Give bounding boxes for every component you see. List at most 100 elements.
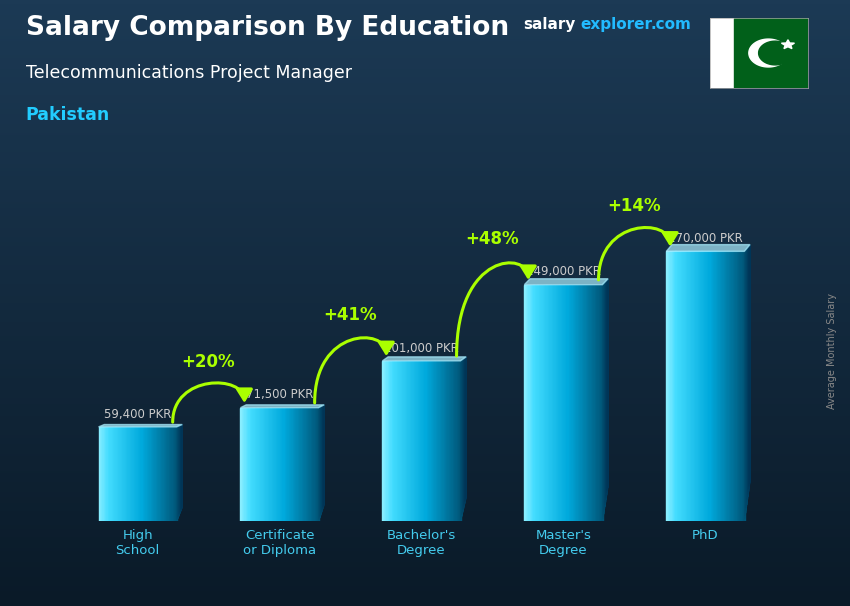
Bar — [173, 427, 174, 521]
Bar — [278, 408, 280, 521]
Text: +20%: +20% — [182, 353, 235, 371]
Bar — [172, 427, 173, 521]
Polygon shape — [749, 39, 788, 67]
Bar — [105, 427, 106, 521]
Bar — [687, 251, 689, 521]
Bar — [733, 251, 734, 521]
Bar — [161, 427, 162, 521]
Bar — [530, 285, 531, 521]
Bar — [432, 361, 434, 521]
Bar — [241, 408, 243, 521]
Bar — [679, 251, 681, 521]
Bar — [400, 361, 402, 521]
Bar — [578, 285, 579, 521]
Bar — [566, 285, 568, 521]
Bar — [684, 251, 686, 521]
Bar — [245, 408, 246, 521]
Bar — [109, 427, 110, 521]
Bar — [552, 285, 553, 521]
Bar — [114, 427, 116, 521]
Bar — [682, 251, 683, 521]
Bar — [411, 361, 412, 521]
Bar — [113, 427, 114, 521]
Bar — [402, 361, 404, 521]
Bar — [567, 285, 569, 521]
Bar — [397, 361, 398, 521]
Bar — [564, 285, 566, 521]
Bar — [248, 408, 250, 521]
Bar — [264, 408, 265, 521]
Bar — [721, 251, 722, 521]
Bar — [547, 285, 549, 521]
Bar — [169, 427, 170, 521]
Bar — [698, 251, 699, 521]
Bar — [382, 361, 384, 521]
Bar — [734, 18, 808, 88]
Bar — [688, 251, 690, 521]
Bar — [459, 361, 461, 521]
Bar — [556, 285, 557, 521]
Bar — [258, 408, 259, 521]
Polygon shape — [241, 405, 324, 408]
Bar — [742, 251, 743, 521]
Bar — [703, 251, 704, 521]
Bar — [128, 427, 130, 521]
Bar — [704, 251, 706, 521]
Bar — [549, 285, 551, 521]
Bar — [677, 251, 678, 521]
Bar — [570, 285, 571, 521]
Bar — [713, 251, 715, 521]
Bar — [243, 408, 245, 521]
Bar — [247, 408, 248, 521]
Bar — [734, 251, 735, 521]
Text: +41%: +41% — [324, 306, 377, 324]
Polygon shape — [781, 40, 795, 48]
Bar — [295, 408, 297, 521]
Bar — [559, 285, 561, 521]
Bar — [424, 361, 426, 521]
Bar — [589, 285, 591, 521]
Bar — [456, 361, 458, 521]
Bar — [726, 251, 728, 521]
Bar — [241, 408, 242, 521]
Bar — [545, 285, 547, 521]
Bar — [130, 427, 131, 521]
Bar — [119, 427, 121, 521]
Text: salary: salary — [523, 17, 575, 32]
Bar — [139, 427, 140, 521]
Bar — [583, 285, 584, 521]
Bar — [385, 361, 387, 521]
Bar — [123, 427, 125, 521]
Bar — [304, 408, 306, 521]
Bar — [121, 427, 122, 521]
Bar — [576, 285, 578, 521]
Polygon shape — [524, 279, 608, 285]
Bar — [681, 251, 682, 521]
Bar — [108, 427, 109, 521]
Bar — [669, 251, 671, 521]
Bar — [409, 361, 410, 521]
Bar — [708, 251, 710, 521]
Text: .com: .com — [650, 17, 691, 32]
Bar — [701, 251, 703, 521]
Bar — [692, 251, 694, 521]
Text: 101,000 PKR: 101,000 PKR — [384, 342, 459, 355]
Bar — [287, 408, 289, 521]
Text: explorer: explorer — [581, 17, 653, 32]
Text: 59,400 PKR: 59,400 PKR — [104, 408, 171, 421]
Bar — [699, 251, 700, 521]
Bar — [691, 251, 693, 521]
Bar — [447, 361, 449, 521]
Bar — [283, 408, 285, 521]
Bar — [268, 408, 269, 521]
Bar — [111, 427, 113, 521]
Bar — [152, 427, 153, 521]
Bar — [743, 251, 745, 521]
Bar — [407, 361, 409, 521]
Bar — [297, 408, 298, 521]
Bar — [537, 285, 539, 521]
Bar — [525, 285, 527, 521]
Text: 170,000 PKR: 170,000 PKR — [668, 232, 743, 245]
Bar — [383, 361, 385, 521]
Bar — [160, 427, 162, 521]
